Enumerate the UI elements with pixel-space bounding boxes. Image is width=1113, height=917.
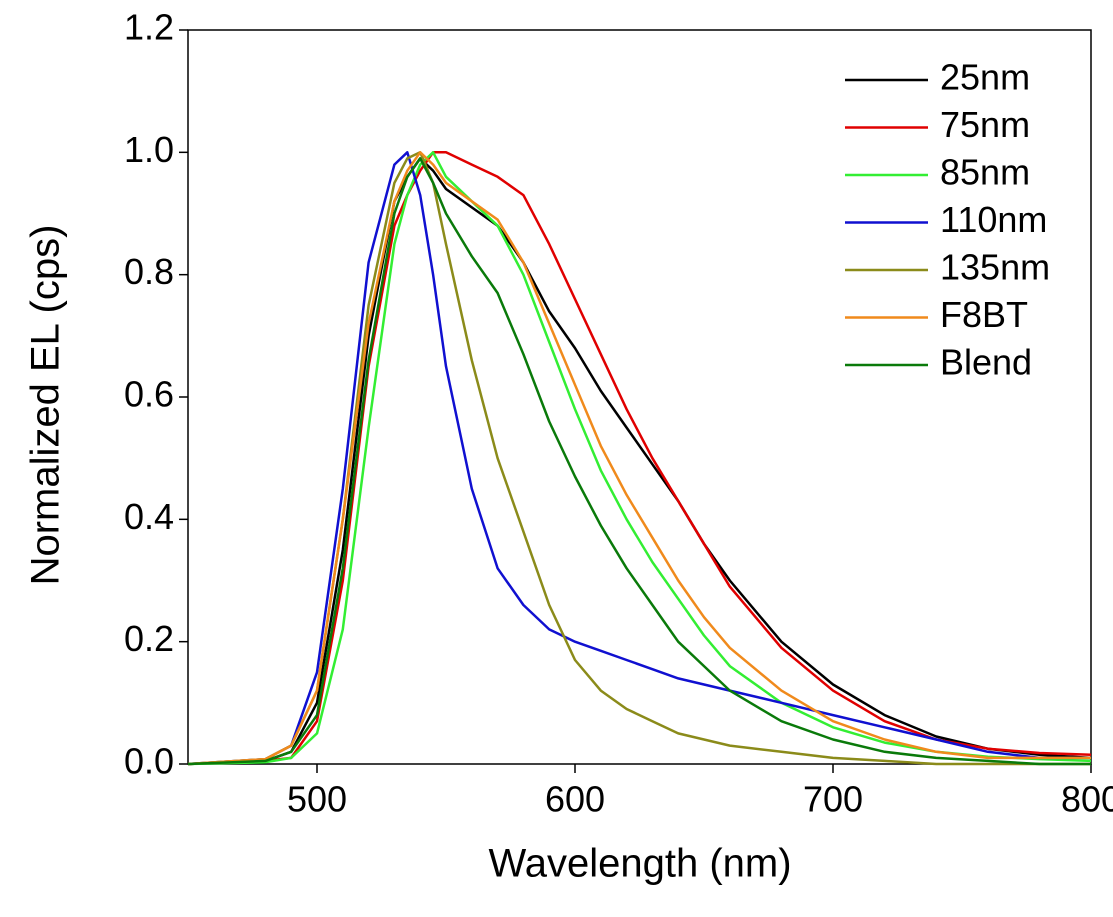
- data-line: [187, 151, 1091, 766]
- data-line: [187, 151, 1092, 766]
- legend-label: 110nm: [940, 199, 1047, 240]
- legend-label: Blend: [940, 342, 1032, 383]
- data-line: [187, 151, 1091, 766]
- data-line: [187, 157, 1092, 766]
- y-axis-title: Normalized EL (cps): [24, 225, 68, 586]
- legend-label: 25nm: [940, 57, 1030, 98]
- x-axis-title: Wavelength (nm): [488, 842, 791, 886]
- y-tick-label: 0.8: [124, 251, 174, 292]
- y-tick-label: 1.2: [124, 7, 174, 48]
- y-tick-label: 0.2: [124, 618, 174, 659]
- legend-label: 135nm: [940, 247, 1050, 288]
- y-tick-label: 0.0: [124, 741, 174, 782]
- y-tick-label: 1.0: [124, 129, 174, 170]
- y-tick-label: 0.4: [124, 496, 174, 537]
- x-tick-label: 700: [803, 779, 863, 820]
- legend-label: 85nm: [940, 152, 1030, 193]
- x-tick-label: 500: [287, 779, 347, 820]
- legend-label: 75nm: [940, 104, 1030, 145]
- data-line: [187, 151, 1091, 766]
- legend-label: F8BT: [940, 294, 1028, 335]
- data-line: [187, 157, 1091, 766]
- x-tick-label: 800: [1061, 779, 1113, 820]
- x-tick-label: 600: [545, 779, 605, 820]
- y-tick-label: 0.6: [124, 374, 174, 415]
